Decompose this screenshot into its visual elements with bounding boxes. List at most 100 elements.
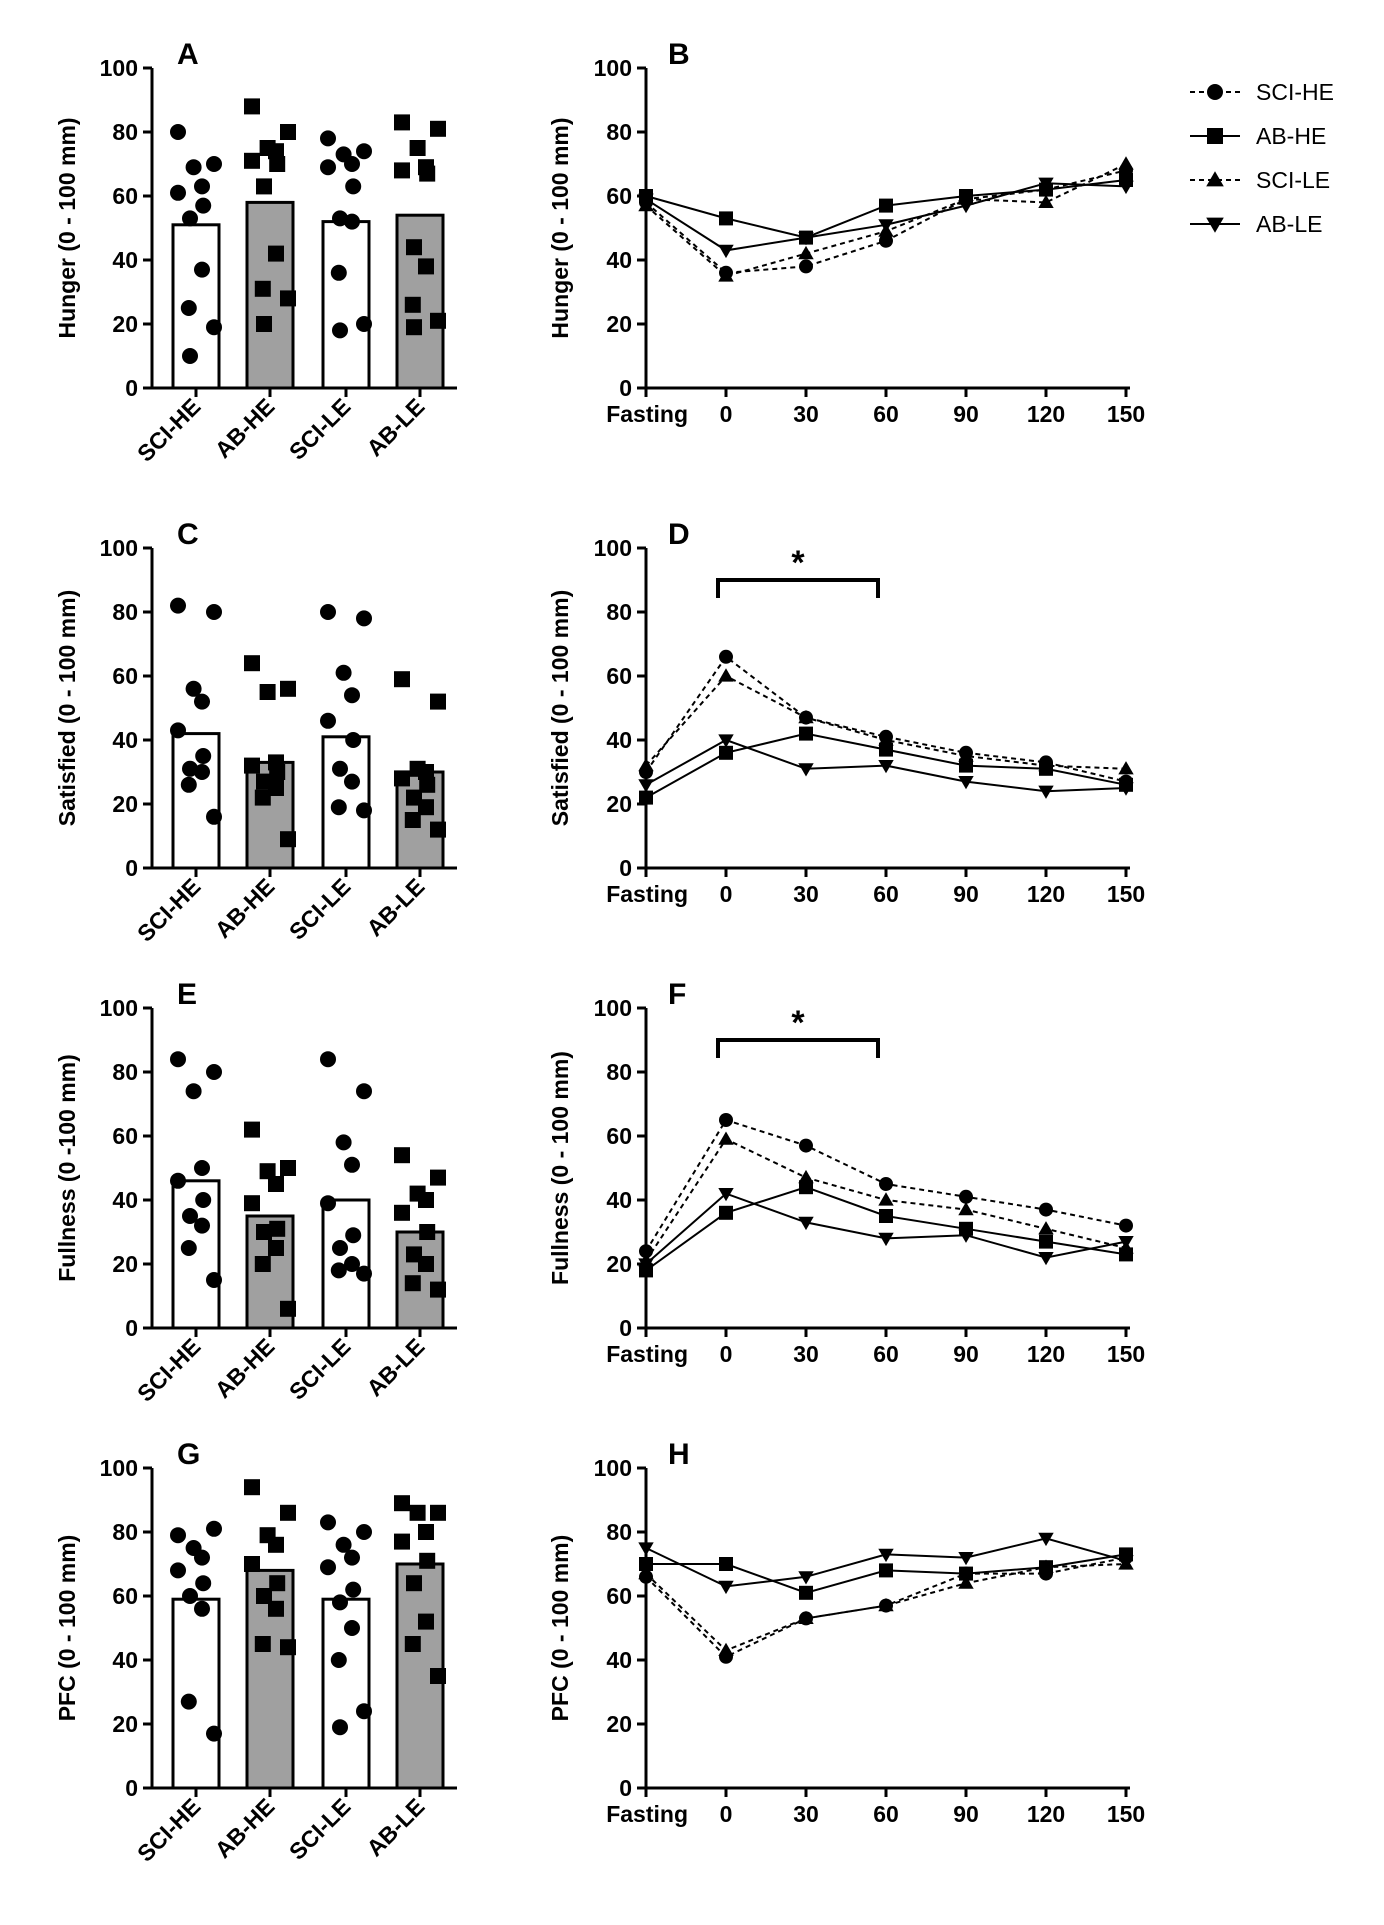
panel-G-y-tick-label: 100 [100, 1455, 138, 1481]
data-point [332, 1240, 348, 1256]
data-point [394, 1147, 410, 1164]
data-point [320, 1514, 336, 1531]
data-point [280, 1160, 296, 1176]
panel-G-y-tick-label: 40 [112, 1647, 138, 1673]
series-point-ab-le [638, 1258, 654, 1272]
data-point [170, 1172, 186, 1189]
data-point [320, 159, 336, 176]
x-tick-label: 150 [1107, 1341, 1145, 1367]
data-point [345, 732, 362, 748]
series-point-sci-le [958, 1575, 974, 1589]
panel-D-y-tick-label: 40 [606, 727, 632, 753]
data-point [418, 799, 434, 816]
series-point-sci-le [1118, 156, 1134, 170]
series-point-ab-le [958, 776, 974, 790]
data-point [430, 120, 446, 137]
series-point-sci-le [718, 1131, 734, 1145]
data-point [430, 1668, 446, 1684]
series-point-sci-he [719, 649, 733, 664]
data-point [404, 1636, 421, 1652]
data-point [182, 348, 198, 364]
data-point [268, 245, 284, 262]
x-tick-label: AB-HE [210, 873, 280, 943]
x-tick-label: 60 [873, 401, 899, 427]
data-point [280, 680, 296, 697]
series-point-sci-he [1119, 1218, 1133, 1233]
x-tick-label: SCI-HE [132, 1333, 206, 1407]
series-point-sci-le [798, 1610, 814, 1624]
data-point [335, 1134, 352, 1151]
series-point-ab-he [879, 198, 893, 213]
data-point [268, 780, 284, 796]
panel-A-y-tick-label: 80 [112, 119, 138, 145]
series-point-sci-he [799, 259, 813, 274]
data-point [320, 1195, 336, 1212]
legend-label: SCI-HE [1256, 79, 1334, 105]
x-tick-label: 120 [1027, 1341, 1065, 1367]
data-point [418, 1256, 434, 1272]
series-point-ab-le [1038, 1252, 1054, 1266]
data-point [344, 156, 360, 172]
panel-G: 0 20 40 60 80 100 SCI-HE AB-HE SCI-LE AB-LE PFC (0… [54, 1438, 457, 1867]
data-point [356, 1265, 372, 1282]
data-point [280, 290, 296, 307]
panel-F-y-tick-label: 40 [606, 1187, 632, 1213]
data-point [180, 1240, 197, 1256]
series-point-sci-le [798, 1169, 814, 1184]
series-point-ab-le [1038, 177, 1054, 191]
series-point-ab-he [799, 1585, 813, 1600]
data-point [409, 1504, 426, 1521]
data-point [345, 1227, 362, 1244]
data-point [335, 1536, 352, 1553]
bar-sci-le [321, 735, 371, 870]
series-point-ab-he [719, 1557, 733, 1571]
data-point [244, 1479, 260, 1496]
y-axis-title: PFC (0 - 100 mm) [547, 1535, 573, 1722]
data-point [182, 1588, 198, 1604]
data-point [332, 1594, 348, 1611]
series-point-ab-le [878, 1548, 894, 1563]
x-tick-label: 150 [1107, 881, 1145, 907]
data-point [430, 1504, 446, 1521]
legend-marker [1206, 217, 1224, 233]
data-point [332, 760, 348, 777]
data-point [332, 322, 348, 339]
data-point [320, 1051, 336, 1068]
series-point-ab-le [798, 1216, 814, 1231]
data-point [170, 1527, 186, 1544]
series-point-sci-le [1038, 194, 1054, 208]
x-tick-label: SCI-LE [284, 393, 356, 465]
data-point [418, 1613, 434, 1630]
data-point [394, 162, 410, 179]
data-point [244, 1121, 260, 1138]
series-point-sci-le [798, 709, 814, 724]
panel-B-y-tick-label: 0 [619, 375, 632, 401]
panel-D-y-tick-label: 80 [606, 599, 632, 625]
series-point-ab-le [638, 779, 654, 793]
data-point [269, 1575, 286, 1592]
data-point [194, 1217, 210, 1234]
data-point [206, 1272, 222, 1288]
panel-D-y-tick-label: 100 [594, 535, 632, 561]
x-tick-label: 0 [720, 1341, 733, 1367]
series-point-ab-he [1039, 1234, 1053, 1249]
x-tick-label: 30 [793, 881, 819, 907]
data-point [170, 597, 186, 614]
data-point [356, 316, 372, 332]
series-point-ab-le [718, 1188, 734, 1202]
data-point [430, 1169, 446, 1186]
data-point [394, 1495, 410, 1512]
x-tick-label: 90 [953, 1341, 979, 1367]
series-point-sci-he [719, 1113, 733, 1127]
series-point-ab-he [719, 745, 733, 760]
data-point [335, 664, 352, 681]
data-point [344, 1256, 360, 1272]
panel-C-y-tick-label: 80 [112, 599, 138, 625]
series-point-ab-le [1038, 785, 1054, 799]
x-tick-label: Fasting [606, 881, 688, 907]
panel-F-y-tick-label: 80 [606, 1059, 632, 1085]
data-point [394, 1204, 410, 1221]
bar-sci-le [321, 220, 371, 390]
